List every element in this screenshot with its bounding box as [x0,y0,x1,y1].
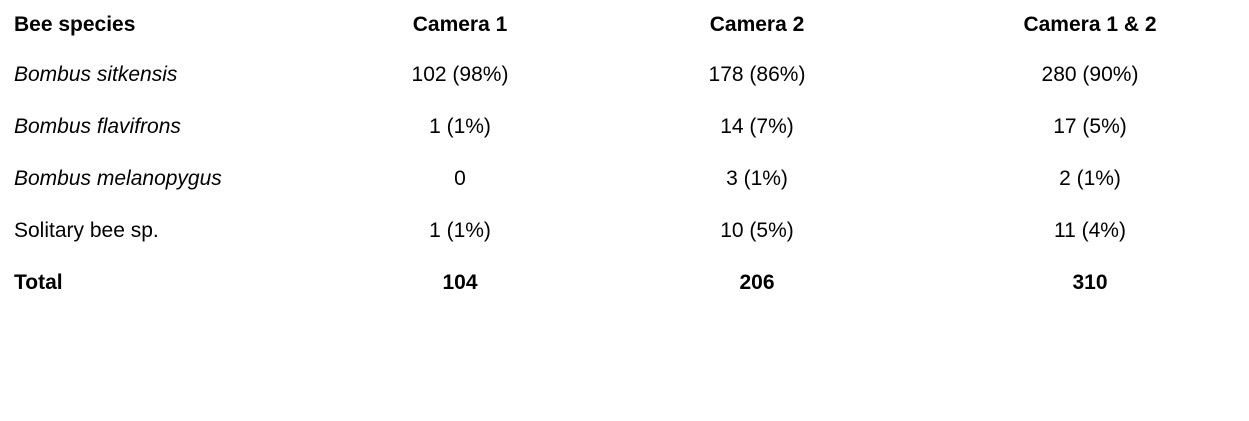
table-row: Bombus sitkensis 102 (98%) 178 (86%) 280… [0,48,1249,100]
camera-both-cell: 2 (1%) [1059,166,1121,190]
camera-2-cell: 14 (7%) [720,114,794,138]
species-cell: Bombus sitkensis [14,62,178,86]
camera-2-cell: 3 (1%) [726,166,788,190]
header-camera-1-and-2: Camera 1 & 2 [1023,12,1157,36]
total-camera-both: 310 [1072,270,1108,294]
species-cell: Bombus flavifrons [14,114,181,138]
camera-both-cell: 280 (90%) [1041,62,1139,86]
camera-both-cell: 17 (5%) [1053,114,1127,138]
camera-1-cell: 0 [454,166,466,190]
camera-2-cell: 178 (86%) [708,62,806,86]
table-row: Solitary bee sp. 1 (1%) 10 (5%) 11 (4%) [0,204,1249,256]
camera-2-cell: 10 (5%) [720,218,794,242]
header-camera-2: Camera 2 [709,12,805,36]
header-bee-species: Bee species [14,12,136,36]
header-camera-1: Camera 1 [412,12,508,36]
table-row: Bombus melanopygus 0 3 (1%) 2 (1%) [0,152,1249,204]
camera-1-cell: 102 (98%) [411,62,509,86]
camera-both-cell: 11 (4%) [1054,218,1126,242]
table-total-row: Total 104 206 310 [0,256,1249,308]
bee-species-table: Bee species Camera 1 Camera 2 Camera 1 &… [0,0,1249,308]
camera-1-cell: 1 (1%) [429,218,491,242]
total-camera-1: 104 [442,270,478,294]
camera-1-cell: 1 (1%) [429,114,491,138]
total-label: Total [14,270,63,294]
table-header-row: Bee species Camera 1 Camera 2 Camera 1 &… [0,0,1249,48]
species-cell: Bombus melanopygus [14,166,222,190]
total-camera-2: 206 [739,270,775,294]
species-cell: Solitary bee sp. [14,218,159,242]
table-row: Bombus flavifrons 1 (1%) 14 (7%) 17 (5%) [0,100,1249,152]
